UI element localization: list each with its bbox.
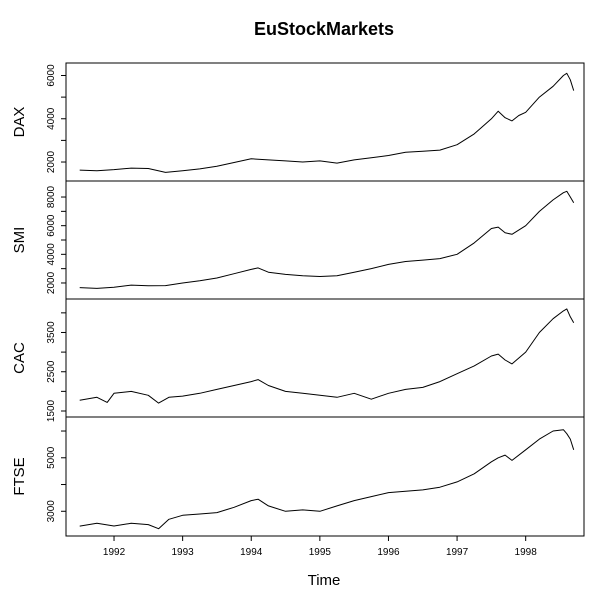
x-tick-label: 1994 — [240, 547, 263, 558]
plot-frame — [65, 62, 585, 537]
x-axis: 1992 1993 1994 1995 1996 1997 1998 — [103, 536, 537, 558]
y-tick-label-smi: 8000 — [46, 185, 57, 208]
series-line-dax — [79, 72, 575, 173]
y-tick-label-dax: 6000 — [46, 64, 57, 87]
series-line-smi — [79, 190, 575, 289]
y-tick-label-dax: 4000 — [46, 107, 57, 130]
x-tick-label: 1997 — [446, 547, 469, 558]
x-tick-label: 1996 — [377, 547, 400, 558]
y-tick-label-smi: 6000 — [46, 214, 57, 237]
x-tick-label: 1993 — [172, 547, 195, 558]
series-line-cac — [79, 308, 575, 404]
panel-label-smi: SMI — [11, 227, 28, 254]
panel-label-ftse: FTSE — [11, 457, 28, 495]
panel-ftse: 3000 5000 FTSE — [11, 416, 584, 530]
y-tick-label-dax: 2000 — [46, 150, 57, 173]
x-axis-label: Time — [308, 572, 341, 589]
panel-dax: 2000 4000 6000 DAX — [11, 64, 575, 173]
panel-cac: 1500 2500 3500 CAC — [11, 298, 584, 422]
y-tick-label-smi: 2000 — [46, 271, 57, 294]
y-tick-label-cac: 3500 — [46, 321, 57, 344]
y-tick-label-ftse: 5000 — [46, 446, 57, 469]
panel-label-dax: DAX — [11, 107, 28, 138]
series-line-ftse — [79, 429, 575, 530]
y-tick-label-smi: 4000 — [46, 243, 57, 266]
x-tick-label: 1992 — [103, 547, 126, 558]
y-tick-label-ftse: 3000 — [46, 500, 57, 523]
y-tick-label-cac: 1500 — [46, 399, 57, 422]
x-tick-label: 1998 — [515, 547, 538, 558]
panel-smi: 2000 4000 6000 8000 SMI — [11, 180, 584, 294]
y-tick-label-cac: 2500 — [46, 360, 57, 383]
panel-label-cac: CAC — [11, 342, 28, 374]
x-tick-label: 1995 — [309, 547, 332, 558]
chart-title: EuStockMarkets — [254, 19, 394, 39]
panels-group: 2000 4000 6000 DAX 2000 4000 6000 8000 SMI 1500 25… — [11, 64, 584, 530]
